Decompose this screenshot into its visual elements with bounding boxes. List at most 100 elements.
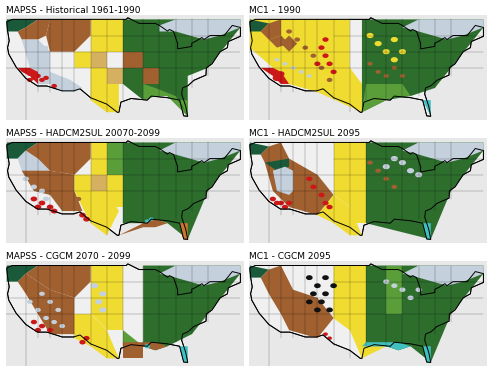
- Polygon shape: [107, 142, 123, 175]
- Polygon shape: [7, 266, 38, 282]
- Polygon shape: [26, 142, 91, 175]
- Polygon shape: [179, 223, 188, 239]
- Circle shape: [278, 71, 284, 77]
- Circle shape: [47, 300, 53, 304]
- Polygon shape: [91, 175, 107, 191]
- Circle shape: [35, 62, 40, 65]
- Circle shape: [275, 58, 280, 61]
- Circle shape: [55, 308, 61, 312]
- Circle shape: [64, 161, 69, 165]
- Polygon shape: [250, 142, 269, 154]
- Circle shape: [391, 57, 398, 62]
- Polygon shape: [334, 298, 350, 330]
- Polygon shape: [281, 35, 297, 52]
- Polygon shape: [91, 298, 107, 330]
- Circle shape: [35, 308, 41, 312]
- Circle shape: [323, 333, 328, 336]
- Circle shape: [274, 201, 280, 205]
- Circle shape: [383, 164, 390, 169]
- Circle shape: [83, 217, 90, 222]
- Polygon shape: [362, 342, 411, 350]
- Circle shape: [39, 189, 45, 193]
- Polygon shape: [261, 142, 334, 215]
- Circle shape: [383, 49, 390, 54]
- Circle shape: [391, 185, 397, 189]
- Circle shape: [39, 58, 44, 61]
- Circle shape: [68, 189, 73, 193]
- Circle shape: [282, 205, 288, 209]
- Polygon shape: [273, 167, 293, 195]
- Circle shape: [366, 33, 374, 38]
- Circle shape: [286, 29, 292, 33]
- Circle shape: [375, 41, 382, 46]
- Polygon shape: [143, 266, 241, 350]
- Circle shape: [318, 66, 324, 70]
- Polygon shape: [91, 142, 107, 175]
- Polygon shape: [123, 52, 143, 68]
- Polygon shape: [123, 346, 143, 358]
- Circle shape: [44, 46, 48, 49]
- Polygon shape: [7, 142, 38, 158]
- Circle shape: [47, 205, 53, 209]
- Polygon shape: [402, 266, 484, 286]
- Polygon shape: [423, 100, 431, 116]
- Circle shape: [43, 76, 49, 80]
- Polygon shape: [159, 19, 241, 39]
- Polygon shape: [7, 141, 241, 239]
- Text: MC1 - CGCM 2095: MC1 - CGCM 2095: [248, 252, 330, 261]
- Circle shape: [278, 201, 284, 205]
- Polygon shape: [366, 142, 484, 239]
- Polygon shape: [269, 35, 289, 48]
- Text: MAPSS - CGCM 2070 - 2099: MAPSS - CGCM 2070 - 2099: [5, 252, 130, 261]
- Polygon shape: [350, 175, 366, 207]
- Polygon shape: [334, 142, 350, 175]
- Polygon shape: [350, 298, 366, 330]
- Circle shape: [322, 54, 329, 58]
- Circle shape: [299, 70, 304, 74]
- Polygon shape: [366, 266, 484, 362]
- Circle shape: [400, 74, 405, 78]
- Circle shape: [91, 283, 98, 288]
- Polygon shape: [123, 19, 241, 116]
- Circle shape: [384, 74, 389, 78]
- Circle shape: [326, 61, 333, 66]
- Polygon shape: [22, 39, 50, 72]
- Circle shape: [306, 299, 313, 304]
- Text: MAPSS - Historical 1961-1990: MAPSS - Historical 1961-1990: [5, 6, 140, 15]
- Polygon shape: [402, 19, 484, 39]
- Polygon shape: [22, 171, 82, 211]
- Circle shape: [39, 324, 45, 328]
- Circle shape: [407, 168, 414, 173]
- Circle shape: [43, 316, 49, 320]
- Circle shape: [31, 196, 37, 201]
- Circle shape: [322, 291, 329, 296]
- Circle shape: [318, 45, 324, 50]
- Polygon shape: [250, 264, 484, 362]
- Circle shape: [326, 308, 333, 312]
- Polygon shape: [350, 207, 366, 223]
- Circle shape: [318, 299, 325, 304]
- Circle shape: [384, 177, 389, 181]
- Circle shape: [399, 288, 406, 292]
- Polygon shape: [265, 158, 289, 171]
- Polygon shape: [46, 19, 91, 52]
- Circle shape: [273, 75, 281, 81]
- Circle shape: [59, 324, 65, 328]
- Polygon shape: [250, 141, 484, 239]
- Polygon shape: [334, 175, 350, 207]
- Polygon shape: [362, 19, 484, 112]
- Circle shape: [322, 275, 329, 280]
- Polygon shape: [261, 68, 289, 84]
- Circle shape: [391, 283, 397, 288]
- Polygon shape: [74, 175, 119, 235]
- Circle shape: [47, 177, 53, 181]
- Polygon shape: [179, 100, 188, 116]
- Circle shape: [79, 213, 86, 218]
- Circle shape: [375, 169, 381, 173]
- Polygon shape: [18, 19, 50, 39]
- Polygon shape: [5, 262, 245, 366]
- Circle shape: [99, 307, 106, 312]
- Circle shape: [75, 197, 81, 201]
- Polygon shape: [350, 142, 366, 175]
- Polygon shape: [5, 15, 245, 120]
